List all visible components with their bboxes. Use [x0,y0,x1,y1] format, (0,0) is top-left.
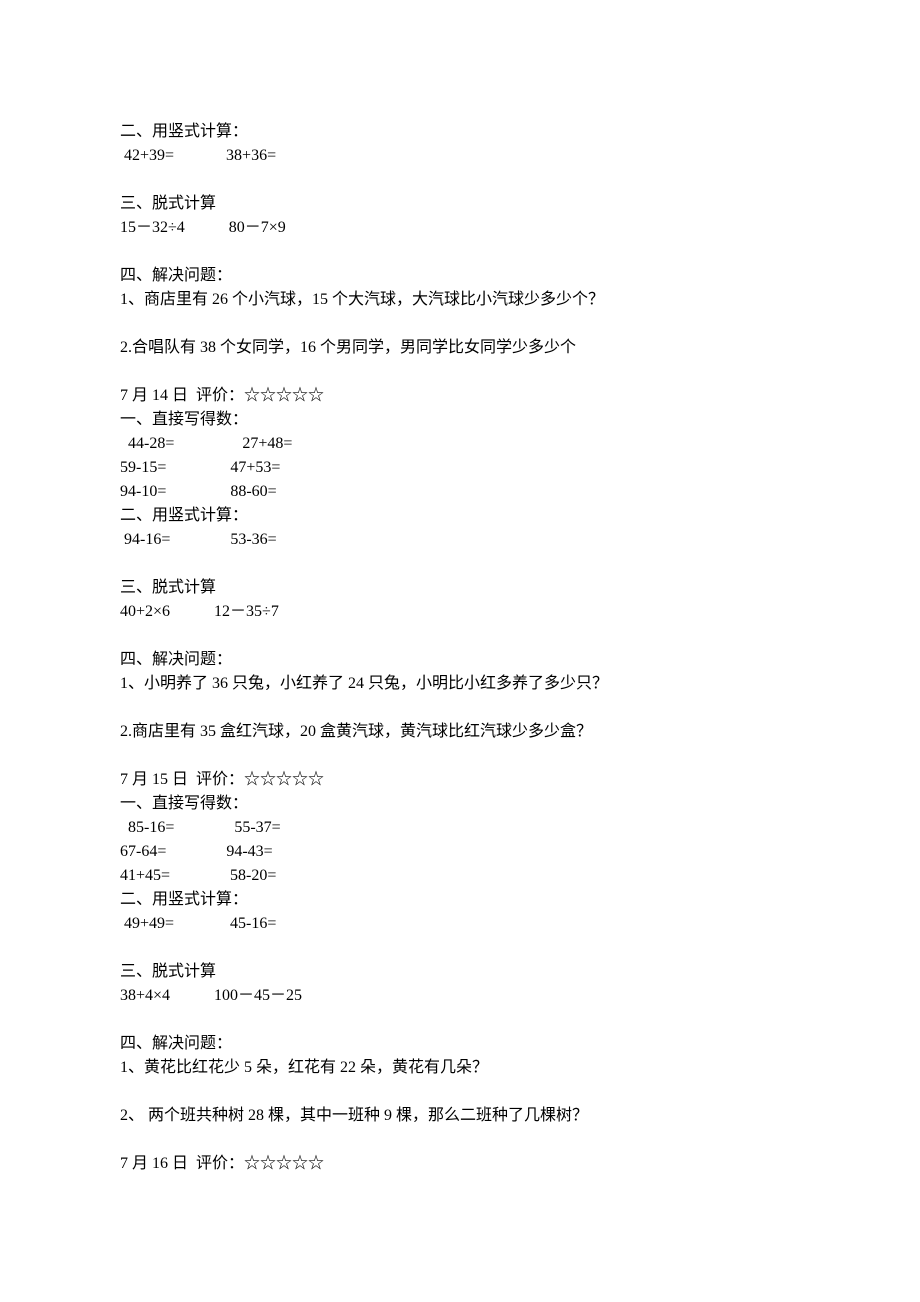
text-line: 44-28= 27+48= [120,432,800,456]
page-content: 二、用竖式计算： 42+39= 38+36=三、脱式计算15－32÷4 80－7… [0,0,920,1236]
text-line: 1、小明养了 36 只兔，小红养了 24 只兔，小明比小红多养了多少只？ [120,672,800,696]
blank-line [120,552,800,576]
text-line: 94-10= 88-60= [120,480,800,504]
text-line: 二、用竖式计算： [120,888,800,912]
text-line: 四、解决问题： [120,648,800,672]
text-line: 2.合唱队有 38 个女同学，16 个男同学，男同学比女同学少多少个 [120,336,800,360]
text-line: 1、商店里有 26 个小汽球，15 个大汽球，大汽球比小汽球少多少个？ [120,288,800,312]
text-line: 一、直接写得数： [120,792,800,816]
text-line: 二、用竖式计算： [120,504,800,528]
text-line: 67-64= 94-43= [120,840,800,864]
blank-line [120,312,800,336]
text-line: 1、黄花比红花少 5 朵，红花有 22 朵，黄花有几朵？ [120,1056,800,1080]
blank-line [120,1080,800,1104]
text-line: 85-16= 55-37= [120,816,800,840]
text-line: 59-15= 47+53= [120,456,800,480]
text-line: 7 月 16 日 评价：☆☆☆☆☆ [120,1152,800,1176]
text-line: 四、解决问题： [120,1032,800,1056]
text-line: 7 月 15 日 评价：☆☆☆☆☆ [120,768,800,792]
blank-line [120,168,800,192]
text-line: 40+2×6 12－35÷7 [120,600,800,624]
text-line: 2.商店里有 35 盒红汽球，20 盒黄汽球，黄汽球比红汽球少多少盒？ [120,720,800,744]
blank-line [120,360,800,384]
blank-line [120,696,800,720]
text-line: 15－32÷4 80－7×9 [120,216,800,240]
blank-line [120,1008,800,1032]
blank-line [120,1128,800,1152]
text-line: 四、解决问题： [120,264,800,288]
blank-line [120,744,800,768]
text-line: 38+4×4 100－45－25 [120,984,800,1008]
text-line: 94-16= 53-36= [120,528,800,552]
text-line: 三、脱式计算 [120,960,800,984]
text-line: 7 月 14 日 评价：☆☆☆☆☆ [120,384,800,408]
text-line: 二、用竖式计算： [120,120,800,144]
text-line: 2、 两个班共种树 28 棵，其中一班种 9 棵，那么二班种了几棵树？ [120,1104,800,1128]
blank-line [120,240,800,264]
text-line: 一、直接写得数： [120,408,800,432]
text-line: 42+39= 38+36= [120,144,800,168]
text-line: 41+45= 58-20= [120,864,800,888]
text-line: 49+49= 45-16= [120,912,800,936]
blank-line [120,624,800,648]
blank-line [120,936,800,960]
text-line: 三、脱式计算 [120,576,800,600]
text-line: 三、脱式计算 [120,192,800,216]
